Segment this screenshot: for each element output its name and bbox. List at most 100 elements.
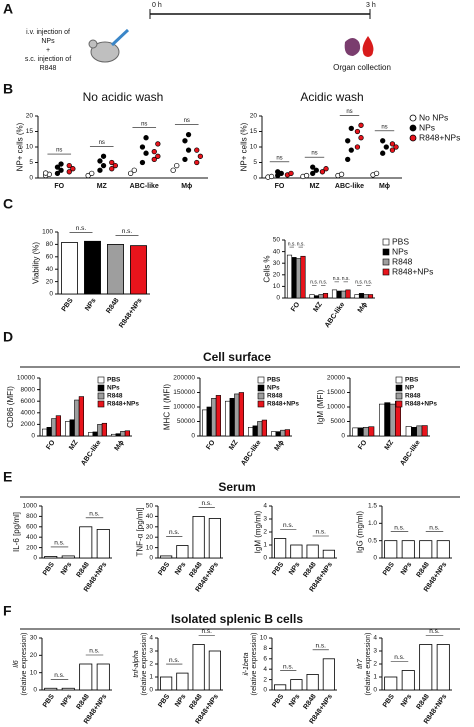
data-point bbox=[131, 167, 137, 173]
data-point bbox=[197, 153, 204, 159]
x-tick-label: ABC-like bbox=[80, 439, 103, 467]
x-tick-label: FO bbox=[357, 439, 369, 451]
y-tick-label: 4 bbox=[149, 635, 153, 642]
y-tick-label: 0 bbox=[276, 295, 280, 302]
x-tick-label: NPs bbox=[174, 693, 188, 708]
y-tick-label: 8 bbox=[263, 645, 267, 652]
y-tick-label: 8000 bbox=[21, 386, 36, 393]
legend-label: NPs bbox=[419, 122, 435, 132]
panel-label: D bbox=[3, 329, 13, 345]
bar bbox=[363, 294, 369, 299]
x-tick-label: PBS bbox=[271, 693, 285, 709]
significance: n.s. bbox=[202, 628, 213, 635]
legend-marker bbox=[97, 400, 105, 408]
x-tick-label: Mϕ bbox=[114, 439, 126, 452]
bar bbox=[436, 540, 450, 559]
bar bbox=[306, 544, 319, 559]
panel-label: F bbox=[3, 603, 12, 619]
bar bbox=[208, 650, 221, 691]
legend-marker bbox=[382, 238, 390, 246]
bar bbox=[120, 431, 126, 437]
bar bbox=[411, 426, 417, 437]
y-tick-label: 2 bbox=[149, 661, 153, 668]
bar bbox=[352, 427, 359, 437]
x-tick-label: PBS bbox=[157, 693, 171, 709]
data-point bbox=[100, 162, 107, 169]
bar bbox=[92, 431, 98, 437]
legend-label: No NPs bbox=[419, 112, 448, 122]
bar bbox=[41, 428, 48, 437]
bar bbox=[111, 433, 117, 437]
y-tick-label: 400 bbox=[26, 534, 37, 541]
x-tick-label: NPs bbox=[400, 561, 414, 576]
injection-text: i.v. injection of bbox=[26, 29, 70, 36]
significance: n.s. bbox=[319, 280, 327, 286]
data-point bbox=[143, 135, 149, 141]
x-tick-label: NPs bbox=[174, 561, 188, 576]
data-point bbox=[393, 144, 399, 150]
x-tick-label: MZ bbox=[228, 439, 240, 452]
legend-marker bbox=[97, 376, 105, 384]
bar bbox=[225, 400, 231, 437]
significance: n.s. bbox=[202, 500, 213, 507]
data-point bbox=[338, 171, 345, 177]
data-point bbox=[358, 122, 364, 128]
y-tick-label: 2000 bbox=[21, 421, 36, 428]
significance: n.s. bbox=[122, 228, 133, 235]
x-tick-label: NPs bbox=[60, 561, 74, 576]
bar bbox=[384, 402, 391, 437]
data-point bbox=[66, 162, 72, 169]
mouse-ear bbox=[88, 39, 98, 49]
data-point bbox=[185, 147, 192, 153]
y-tick-label: 10 bbox=[146, 544, 154, 551]
significance: n.s. bbox=[364, 280, 372, 286]
y-axis-label: MHC II (MFI) bbox=[162, 384, 171, 431]
data-point bbox=[182, 138, 188, 144]
significance: n.s. bbox=[429, 524, 440, 531]
y-tick-label: 80 bbox=[46, 241, 54, 248]
x-tick-label: R848 bbox=[416, 561, 431, 579]
legend-label: PBS bbox=[107, 377, 121, 384]
y-tick-label: 3 bbox=[373, 648, 377, 655]
bar bbox=[274, 538, 287, 559]
x-tick-label: R848 bbox=[188, 693, 203, 711]
y-tick-label: 4 bbox=[263, 503, 267, 510]
bar bbox=[74, 399, 80, 437]
bar bbox=[252, 425, 258, 437]
bar bbox=[44, 687, 58, 691]
significance: n.s. bbox=[310, 280, 318, 286]
y-tick-label: 20 bbox=[273, 272, 281, 279]
legend-label: R848+NPs bbox=[419, 132, 460, 142]
data-point bbox=[109, 166, 115, 172]
x-tick-label: NPs bbox=[288, 561, 302, 576]
legend-marker bbox=[395, 392, 403, 400]
legend-marker bbox=[382, 268, 390, 276]
bar bbox=[257, 421, 263, 437]
data-point bbox=[380, 150, 386, 156]
legend-label: NPs bbox=[107, 385, 120, 392]
y-tick-label: 4 bbox=[373, 635, 377, 642]
data-point bbox=[127, 170, 134, 177]
y-axis-label: Il6 bbox=[13, 660, 20, 668]
x-tick-label: FO bbox=[54, 183, 64, 190]
y-tick-label: 30 bbox=[146, 524, 154, 531]
data-point bbox=[89, 170, 95, 177]
data-point bbox=[54, 170, 61, 177]
legend-label: NPs bbox=[392, 246, 408, 256]
legend-marker bbox=[257, 384, 265, 392]
y-tick-label: 0 bbox=[253, 175, 257, 182]
bar bbox=[229, 397, 235, 437]
significance: n.s. bbox=[394, 654, 405, 661]
x-tick-label: FO bbox=[45, 439, 57, 451]
data-point bbox=[373, 170, 380, 177]
significance: n.s. bbox=[316, 643, 327, 650]
y-axis-label: IL-6 [pg/ml] bbox=[12, 512, 21, 552]
significance: n.s. bbox=[89, 511, 100, 518]
y-tick-label: 150000 bbox=[173, 389, 195, 396]
legend-label: R848+NPs bbox=[392, 266, 433, 276]
y-tick-label: 0 bbox=[149, 687, 153, 694]
legend-marker bbox=[257, 376, 265, 384]
x-tick-label: ABC-like bbox=[399, 439, 422, 467]
time-end: 3 h bbox=[366, 2, 376, 9]
